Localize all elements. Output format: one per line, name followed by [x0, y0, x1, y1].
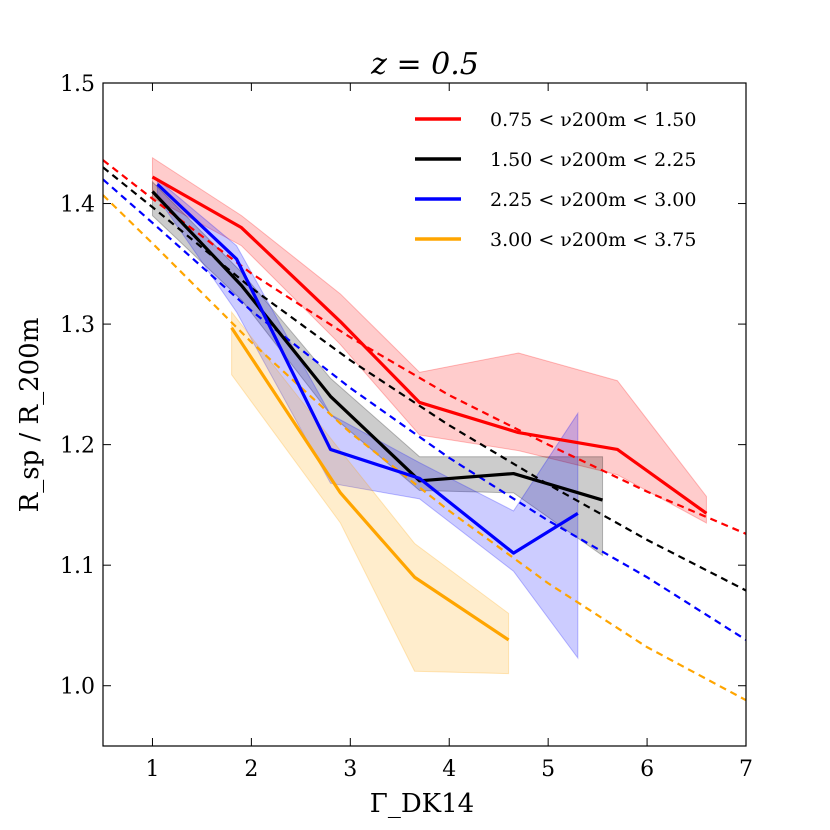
plot-frame	[102, 82, 747, 747]
axis-ticks: 1 2 3 4 5 6 7 1.0 1.1 1.2 1.3 1.4 1.5	[60, 72, 753, 782]
model-curve-series-1	[103, 159, 746, 535]
x-tick-label: 2	[244, 757, 258, 782]
legend-label-4: 3.00 < ν200m < 3.75	[490, 229, 696, 251]
band-series-4	[231, 310, 510, 675]
y-tick-label: 1.5	[60, 72, 95, 97]
model-curve-series-3	[103, 178, 746, 641]
x-axis-label: Γ_DK14	[370, 789, 474, 819]
line-series-1	[151, 175, 708, 515]
legend: 0.75 < ν200m < 1.50 1.50 < ν200m < 2.25 2.…	[415, 109, 696, 251]
chart-title: z = 0.5	[370, 47, 479, 82]
confidence-bands	[151, 156, 707, 675]
legend-label-2: 1.50 < ν200m < 2.25	[490, 149, 696, 171]
band-series-1	[151, 156, 707, 524]
model-curve-series-4	[103, 194, 746, 702]
x-tick-label: 4	[442, 757, 456, 782]
legend-label-3: 2.25 < ν200m < 3.00	[490, 189, 696, 211]
x-tick-label: 3	[343, 757, 357, 782]
x-tick-label: 5	[541, 757, 555, 782]
legend-label-1: 0.75 < ν200m < 1.50	[490, 109, 696, 131]
line-series-2	[151, 190, 604, 502]
y-tick-label: 1.1	[60, 554, 95, 579]
y-axis-label: R_sp / R_200m	[15, 318, 45, 513]
model-curves	[103, 159, 746, 702]
y-tick-label: 1.0	[60, 675, 95, 700]
model-curve-series-2	[103, 166, 746, 592]
line-series-4	[230, 326, 510, 642]
y-tick-label: 1.2	[60, 434, 95, 459]
band-series-2	[151, 180, 604, 557]
line-series-3	[156, 183, 579, 555]
x-tick-label: 1	[145, 757, 159, 782]
y-tick-label: 1.3	[60, 313, 95, 338]
data-lines	[151, 175, 708, 642]
x-tick-label: 6	[640, 757, 654, 782]
x-tick-label: 7	[739, 757, 753, 782]
y-tick-label: 1.4	[60, 193, 95, 218]
